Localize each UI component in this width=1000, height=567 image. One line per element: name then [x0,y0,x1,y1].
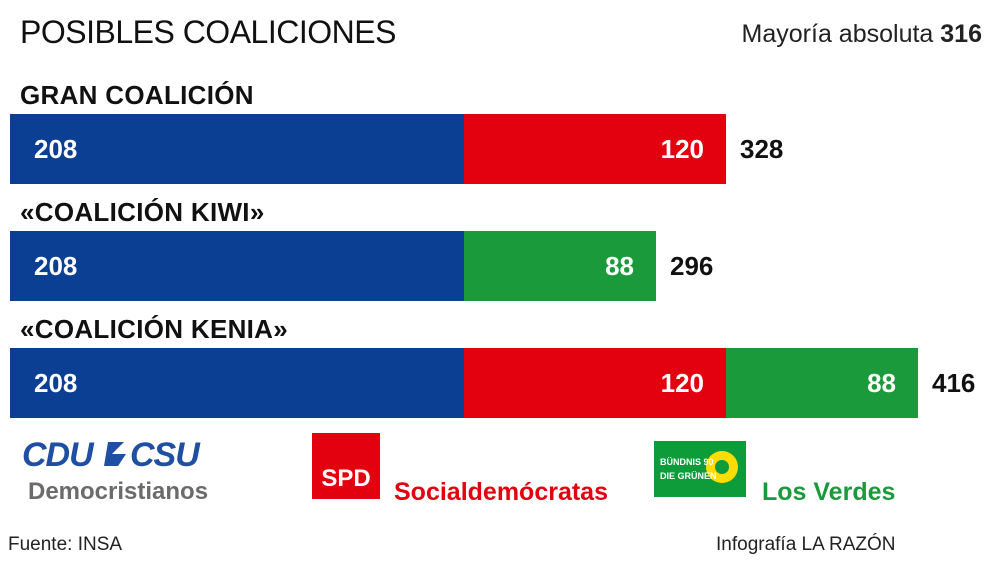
bar-segment: 120 [464,348,726,418]
bar-segment: 120 [464,114,726,184]
majority-value: 316 [940,20,982,48]
bar-segment: 208 [10,348,464,418]
cdu-csu-logo: CDU CSU [22,434,227,483]
coalition-title: «COALICIÓN KIWI» [20,197,265,227]
majority-note: Mayoría absoluta 316 [742,20,982,49]
segment-value-label: 120 [660,367,704,398]
svg-text:BÜNDNIS 90: BÜNDNIS 90 [660,457,714,467]
cdu-logo-text: CDU [22,436,95,474]
spd-logo-text: SPD [321,465,371,492]
csu-logo-text: CSU [130,436,201,474]
coalition-total: 416 [932,367,976,398]
sunflower-icon: BÜNDNIS 90 DIE GRÜNEN [654,441,746,497]
chart-title: POSIBLES COALICIONES [20,14,396,50]
majority-label: Mayoría absoluta [741,20,934,48]
cdu-csu-logo-icon: CDU CSU [22,436,202,474]
segment-value-label: 88 [605,250,634,281]
source-note: Fuente: INSA [8,534,123,555]
bar-segment: 88 [726,348,918,418]
segment-value-label: 208 [34,133,78,164]
bar-segment: 208 [10,231,464,301]
segment-value-label: 208 [34,367,78,398]
coalition-title: GRAN COALICIÓN [20,80,254,110]
gruene-logo: BÜNDNIS 90 DIE GRÜNEN [654,441,746,497]
legend-cdu-label: Democristianos [28,478,209,505]
segment-value-label: 120 [660,133,704,164]
bar-segment: 88 [464,231,656,301]
spd-logo: SPD [312,433,380,499]
svg-text:DIE GRÜNEN: DIE GRÜNEN [660,471,717,481]
segment-value-label: 208 [34,250,78,281]
segment-value-label: 88 [867,367,896,398]
legend-spd-label: Socialdemócratas [394,478,608,506]
bar-segment: 208 [10,114,464,184]
union-swoosh-icon [104,442,126,466]
legend-gruene-label: Los Verdes [762,478,896,506]
credit-note: Infografía LA RAZÓN [716,534,896,555]
coalition-total: 296 [670,250,714,281]
coalition-title: «COALICIÓN KENIA» [20,314,289,344]
coalition-total: 328 [740,133,784,164]
